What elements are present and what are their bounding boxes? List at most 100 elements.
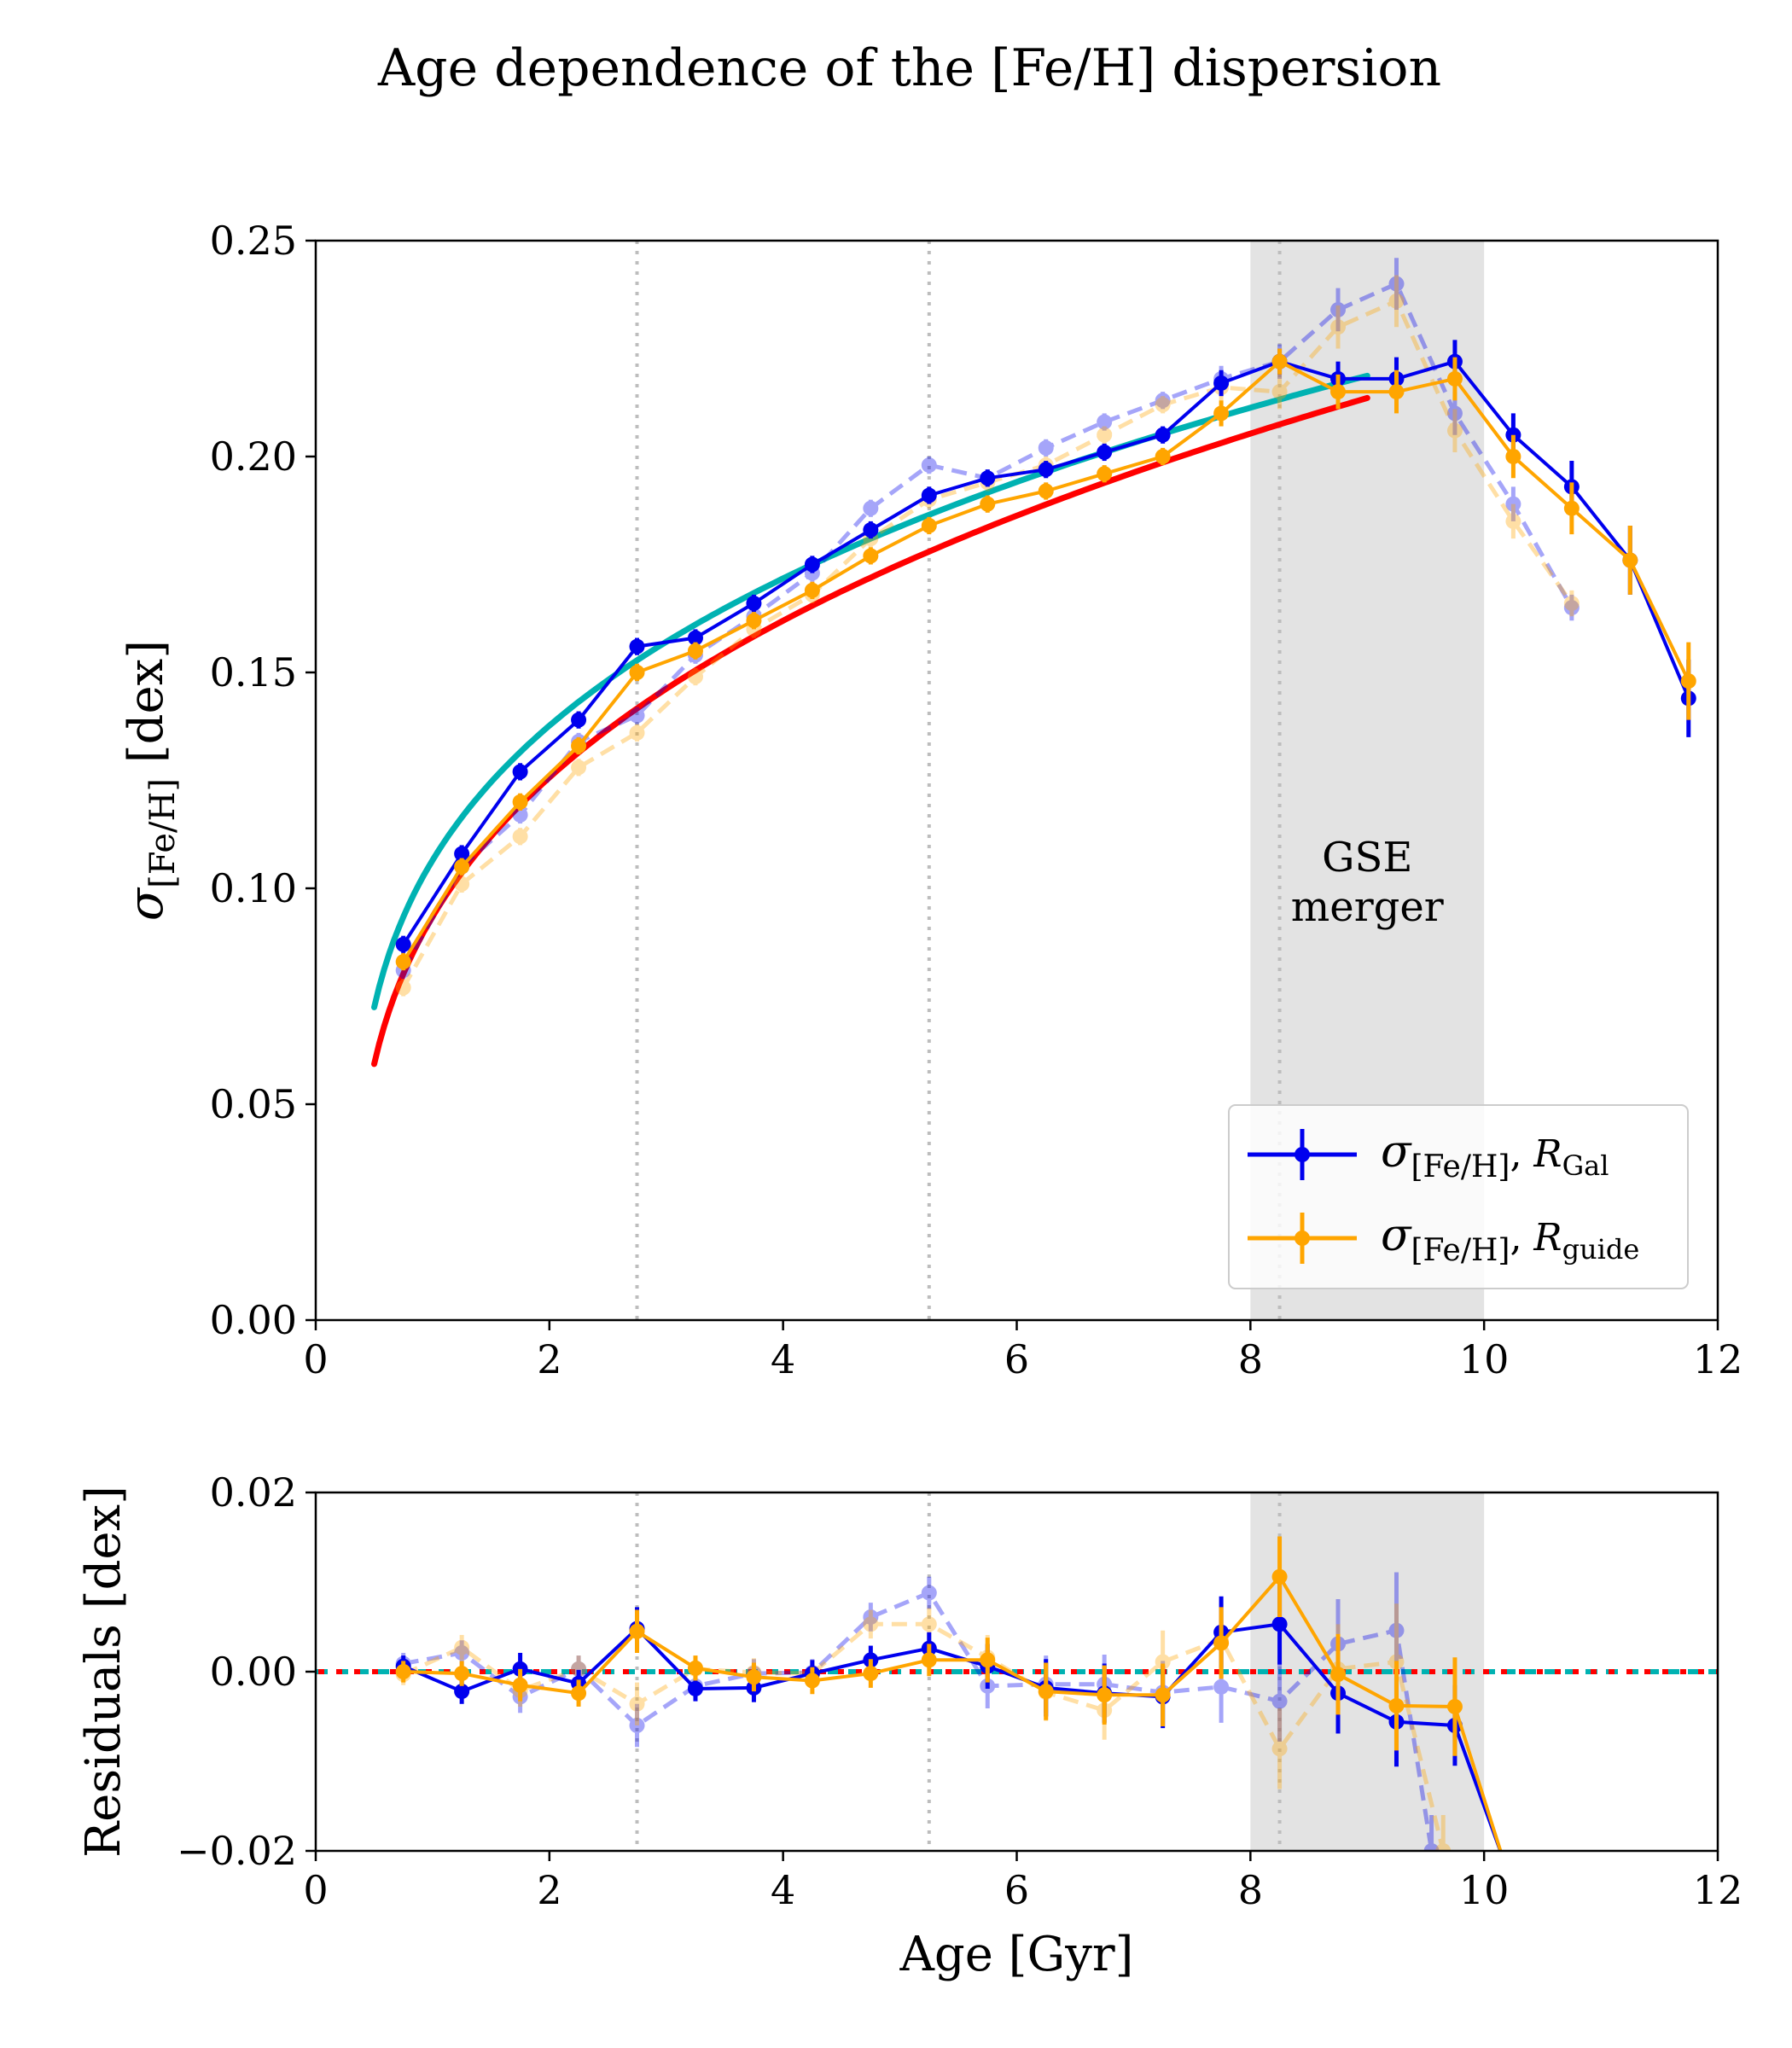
data-point (1213, 375, 1230, 391)
data-point (863, 1609, 879, 1625)
legend-swatch-marker (1295, 1231, 1310, 1246)
data-point (1388, 293, 1405, 309)
data-point (1213, 405, 1230, 422)
data-point (1505, 513, 1521, 529)
data-point (1271, 384, 1288, 400)
data-point (863, 522, 879, 538)
data-point (1213, 1635, 1230, 1651)
series-1 (395, 348, 1696, 971)
series-0 (395, 340, 1696, 953)
data-point (395, 980, 411, 996)
x-tick-label: 10 (1459, 1336, 1510, 1382)
legend-entry-0: σ[Fe/H], RGal (1248, 1126, 1609, 1184)
data-point (1271, 1616, 1288, 1632)
data-point (687, 643, 703, 659)
plot-area (316, 1492, 1718, 1851)
data-point (1435, 1843, 1452, 1851)
data-point (571, 1661, 587, 1677)
data-point (629, 707, 645, 724)
data-point (921, 1652, 937, 1668)
data-point (454, 858, 470, 875)
legend-entry-1: σ[Fe/H], Rguide (1248, 1210, 1639, 1268)
data-point (804, 556, 820, 573)
series-line (403, 1591, 1434, 1851)
y-axis-label: σ[Fe/H] [dex] (119, 640, 183, 921)
data-point (571, 712, 587, 728)
fit-curve-0 (371, 372, 1370, 1010)
data-point (863, 548, 879, 564)
data-point (1097, 1687, 1113, 1703)
y-tick-label: 0.10 (210, 865, 297, 911)
data-point (746, 596, 762, 612)
bottom-panel: 0 2 4 6 8 10 12 −0.02 0.00 0.02 Residuals [dex] Age… (76, 1469, 1743, 1982)
data-point (1388, 1622, 1405, 1638)
data-point (454, 1666, 470, 1682)
data-point (1423, 1843, 1440, 1851)
data-point (1271, 1741, 1288, 1757)
data-point (1446, 1698, 1463, 1714)
data-point (1038, 439, 1054, 456)
data-point (1155, 1654, 1171, 1670)
data-point (921, 1585, 937, 1601)
data-point (629, 1718, 645, 1733)
legend-label: σ[Fe/H], Rguide (1381, 1210, 1639, 1268)
x-tick-label: 0 (303, 1867, 328, 1913)
data-point (1388, 1697, 1405, 1713)
y-tick-label: 0.15 (210, 649, 297, 695)
x-tick-label: 2 (537, 1867, 561, 1913)
data-point (1038, 1684, 1054, 1700)
data-point (512, 1677, 528, 1693)
data-point (1505, 496, 1521, 512)
data-point (1446, 422, 1463, 439)
data-point (571, 1685, 587, 1702)
x-tick-label: 2 (537, 1336, 561, 1382)
data-point (512, 794, 528, 810)
x-tick-label: 0 (303, 1336, 328, 1382)
series-line (402, 1622, 1503, 1851)
data-point (454, 1644, 470, 1661)
data-point (804, 1673, 820, 1689)
x-tick-label: 6 (1004, 1867, 1029, 1913)
data-point (571, 759, 587, 776)
data-point (687, 1660, 703, 1676)
data-point (921, 487, 937, 503)
data-point (746, 613, 762, 629)
series-line (403, 1574, 1503, 1851)
chart-title: Age dependence of the [Fe/H] dispersion (377, 38, 1441, 98)
data-point (1330, 319, 1347, 335)
y-tick-label: 0.25 (210, 218, 297, 264)
data-point (629, 638, 645, 655)
series-line (402, 1621, 1446, 1851)
data-point (1388, 384, 1405, 400)
data-point (1097, 427, 1113, 443)
x-axis-label: Age [Gyr] (899, 1927, 1133, 1982)
data-point (512, 829, 528, 845)
data-point (980, 470, 996, 486)
data-point (1330, 1667, 1347, 1683)
data-point (629, 1623, 645, 1639)
data-point (512, 764, 528, 780)
x-tick-label: 12 (1693, 1336, 1743, 1382)
legend-box (1228, 1104, 1689, 1289)
legend: σ[Fe/H], RGal σ[Fe/H], Rguide (1228, 1104, 1689, 1289)
data-point (1271, 353, 1288, 369)
data-point (687, 669, 703, 685)
x-tick-label: 12 (1693, 1867, 1743, 1913)
data-point (571, 738, 587, 754)
data-point (395, 954, 411, 970)
data-point (1155, 393, 1171, 409)
x-tick-label: 8 (1238, 1336, 1263, 1382)
data-point (395, 1664, 411, 1679)
data-point (1155, 397, 1171, 413)
data-point (980, 496, 996, 512)
y-tick-label: 0.00 (210, 1649, 297, 1695)
data-point (1330, 301, 1347, 317)
x-tick-label: 6 (1004, 1336, 1029, 1382)
data-point (1097, 466, 1113, 482)
data-point (921, 517, 937, 533)
data-point (395, 936, 411, 952)
x-tick-label: 10 (1459, 1867, 1510, 1913)
y-tick-label: 0.02 (210, 1469, 297, 1516)
data-point (1271, 1693, 1288, 1709)
fit-curve-1 (371, 394, 1370, 1068)
